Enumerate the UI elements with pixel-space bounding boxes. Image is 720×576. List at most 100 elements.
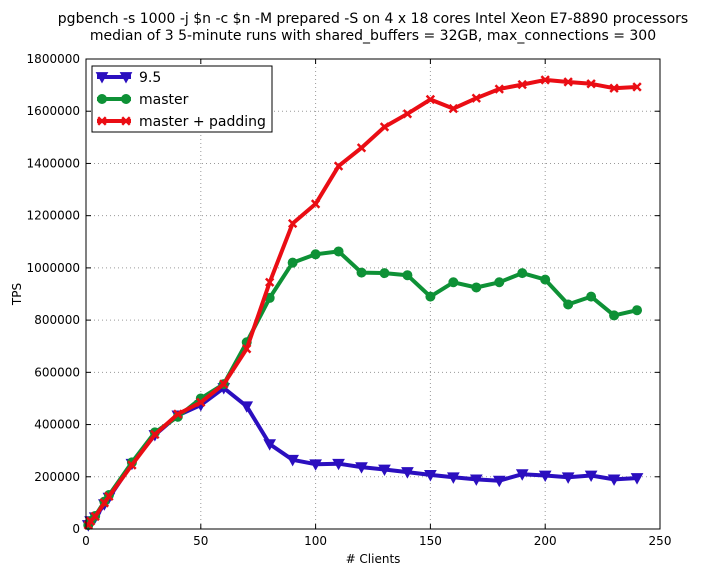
data-point-master-padding [356,143,367,153]
series-layer [81,75,644,532]
data-point-master-padding [609,83,619,93]
data-point-master-padding [99,498,110,508]
legend-marker-master-padding [97,116,107,126]
legend-marker-master [121,94,131,104]
data-point-master-padding [402,109,413,119]
legend-label-master-padding: master + padding [139,114,266,130]
data-point-9-5 [492,475,506,488]
data-point-master-padding [379,122,390,132]
data-point-9-5 [401,467,414,479]
data-point-master [402,270,413,281]
data-point-master [379,268,390,279]
data-point-9-5 [424,470,437,482]
data-point-master-padding [494,84,504,94]
data-point-9-5 [538,470,552,483]
chart-title: pgbench -s 1000 -j $n -c $n -M prepared … [58,11,688,27]
series-master-padding [83,75,642,530]
data-point-master-padding [425,94,436,105]
data-point-9-5 [447,472,460,484]
data-point-master [632,305,643,316]
x-tick-label: 200 [534,534,557,548]
data-point-master-padding [471,93,482,103]
legend-marker-master [97,94,107,104]
series-line-master [86,249,638,527]
series-master [83,246,643,531]
data-point-master-padding [287,218,298,229]
data-point-master-padding [540,75,550,85]
y-tick-label: 600000 [34,365,80,379]
data-point-master-padding [333,161,344,171]
axis-ticks: 0 50 100 150 200 250 0 200000 400000 600000 800000… [27,52,672,548]
legend-label-9-5: 9.5 [139,70,161,86]
data-point-9-5 [378,464,391,476]
data-point-master [540,274,551,285]
data-point-master-padding [563,77,573,87]
y-tick-label: 800000 [34,313,80,327]
data-point-9-5 [561,472,575,484]
data-point-master [356,267,367,278]
legend-marker-9-5 [119,72,133,84]
legend-marker-9-5 [95,72,109,84]
data-point-master [287,257,298,268]
data-point-master [609,310,620,321]
series-line-9-5 [86,386,638,527]
data-point-9-5 [332,458,345,471]
y-axis-label: TPS [10,283,24,306]
data-point-master [333,246,344,257]
data-point-9-5 [309,459,322,471]
data-point-master-padding [448,103,459,114]
data-point-master-padding [242,344,252,354]
x-axis-label: # Clients [346,552,401,566]
data-point-master [586,291,597,302]
chart-subtitle: median of 3 5-minute runs with shared_bu… [90,28,656,44]
data-point-9-5 [355,462,368,474]
data-point-master-padding [632,82,642,92]
legend: 9.5 master master + padding [91,65,273,133]
y-tick-label: 1600000 [27,104,80,118]
data-point-9-5 [515,469,529,481]
y-tick-label: 200000 [34,470,80,484]
y-tick-label: 0 [72,522,80,536]
x-tick-label: 100 [304,534,327,548]
series-line-master-padding [86,77,638,527]
y-tick-label: 400000 [34,418,80,432]
data-point-master [563,299,574,310]
data-point-master-padding [104,491,114,502]
data-point-9-5 [240,401,254,413]
data-point-master-padding [90,511,100,522]
y-tick-label: 1800000 [27,52,80,66]
legend-marker-master-padding [121,116,131,126]
data-point-master-padding [517,79,527,90]
data-point-9-5 [263,439,277,451]
y-tick-label: 1200000 [27,209,80,223]
data-point-9-5 [286,454,299,467]
data-point-9-5 [469,474,483,486]
series-9-5 [81,383,644,532]
data-point-master-padding [127,460,137,470]
data-point-master-padding [150,429,160,440]
data-point-9-5 [607,474,621,486]
data-point-9-5 [584,470,598,483]
y-tick-label: 1400000 [27,156,80,170]
data-point-master-padding [586,79,596,89]
data-point-master [310,249,321,260]
data-point-9-5 [630,473,644,485]
x-tick-label: 50 [193,534,208,548]
data-point-master [517,268,528,279]
data-point-master [494,277,505,288]
plot-area-frame [85,58,661,530]
data-point-master-padding [173,409,183,419]
data-point-master-padding [219,379,229,389]
legend-label-master: master [139,92,189,108]
data-point-master [471,282,482,293]
x-tick-label: 0 [82,534,90,548]
x-tick-label: 250 [649,534,672,548]
data-point-master-padding [264,277,275,287]
y-tick-label: 1000000 [27,261,80,275]
data-point-master-padding [310,199,321,209]
data-point-master [425,291,436,302]
data-point-master-padding [196,397,206,408]
data-point-master [448,277,459,288]
x-tick-label: 150 [419,534,442,548]
